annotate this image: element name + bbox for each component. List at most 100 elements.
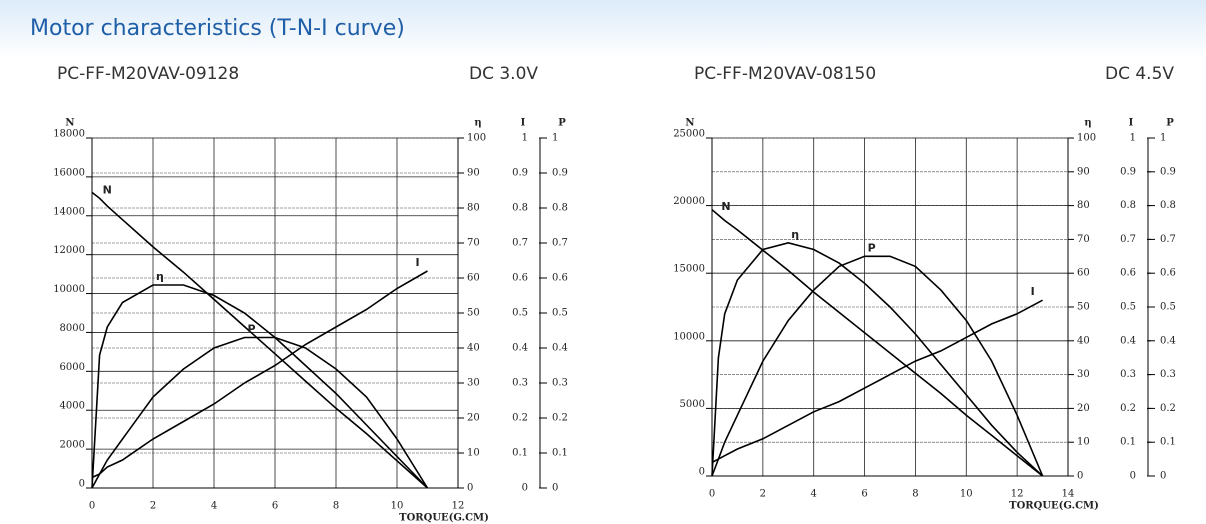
- y-tick-label: 12000: [53, 245, 85, 256]
- y-tick-label: 4000: [60, 401, 85, 412]
- y2-tick-label: 50: [1077, 302, 1090, 313]
- y3-tick-label: 0.4: [512, 343, 528, 354]
- x-tick-label: 6: [861, 489, 867, 500]
- y3-tick-label: 0: [1130, 471, 1136, 482]
- x-tick-label: 4: [811, 489, 817, 500]
- y3-axis-title: I: [1129, 118, 1134, 129]
- y4-tick-label: 0.2: [1160, 403, 1176, 414]
- y4-tick-label: 0.1: [552, 448, 568, 459]
- x-tick-label: 2: [150, 501, 156, 512]
- x-axis-title: TORQUE(G.CM): [399, 513, 489, 524]
- x-tick-label: 10: [391, 501, 404, 512]
- x-tick-label: 0: [709, 489, 715, 500]
- y3-tick-label: 0.9: [1120, 166, 1136, 177]
- y3-tick-label: 0.1: [1120, 437, 1136, 448]
- y-tick-label: 20000: [673, 196, 705, 207]
- y4-tick-label: 0.7: [1160, 234, 1176, 245]
- x-tick-label: 12: [1011, 489, 1024, 500]
- y-axis-title: N: [685, 118, 694, 129]
- x-tick-label: 8: [333, 501, 339, 512]
- y4-tick-label: 0.8: [1160, 200, 1176, 211]
- x-tick-label: 8: [912, 489, 918, 500]
- x-tick-label: 14: [1062, 489, 1075, 500]
- y-tick-label: 25000: [673, 129, 705, 140]
- y3-tick-label: 0.2: [1120, 403, 1136, 414]
- curve-label: N: [103, 183, 112, 196]
- y2-tick-label: 60: [467, 273, 480, 284]
- x-tick-label: 12: [452, 501, 465, 512]
- y4-tick-label: 1: [552, 133, 558, 144]
- y3-tick-label: 0.5: [512, 308, 528, 319]
- y3-tick-label: 0.6: [512, 273, 528, 284]
- y2-tick-label: 10: [467, 448, 480, 459]
- y4-tick-label: 0.2: [552, 413, 568, 424]
- y3-tick-label: 1: [1130, 133, 1136, 144]
- y4-tick-label: 0.9: [552, 168, 568, 179]
- model-name: PC-FF-M20VAV-08150: [694, 64, 877, 84]
- y3-tick-label: 0.8: [1120, 200, 1136, 211]
- y2-tick-label: 80: [1077, 200, 1090, 211]
- curve: [91, 191, 429, 489]
- y-tick-label: 5000: [680, 399, 705, 410]
- x-axis-title: TORQUE(G.CM): [1009, 501, 1099, 512]
- y-tick-label: 18000: [53, 129, 85, 140]
- y2-tick-label: 40: [467, 343, 480, 354]
- x-tick-label: 2: [760, 489, 766, 500]
- y4-tick-label: 0.5: [552, 308, 568, 319]
- y2-tick-label: 60: [1077, 268, 1090, 279]
- curve-label: P: [868, 241, 876, 254]
- y2-tick-label: 100: [1077, 133, 1096, 144]
- y-tick-label: 16000: [53, 167, 85, 178]
- y4-tick-label: 0.8: [552, 203, 568, 214]
- y4-tick-label: 0.7: [552, 238, 568, 249]
- curve-label: η: [791, 228, 799, 241]
- curve-label: N: [721, 200, 730, 213]
- y2-tick-label: 0: [1077, 471, 1083, 482]
- y4-tick-label: 0.6: [552, 273, 568, 284]
- y-tick-label: 15000: [673, 264, 705, 275]
- curve: [711, 299, 1043, 464]
- y3-tick-label: 0.8: [512, 203, 528, 214]
- x-tick-label: 6: [272, 501, 278, 512]
- y2-tick-label: 10: [1077, 437, 1090, 448]
- y2-axis-title: η: [1084, 118, 1091, 129]
- y3-tick-label: 0.7: [512, 238, 528, 249]
- y3-tick-label: 0.3: [1120, 369, 1136, 380]
- y4-tick-label: 0.6: [1160, 268, 1176, 279]
- y3-tick-label: 0.5: [1120, 302, 1136, 313]
- y4-tick-label: 0: [1160, 471, 1166, 482]
- y4-tick-label: 0.9: [1160, 166, 1176, 177]
- y4-tick-label: 0.1: [1160, 437, 1176, 448]
- y2-axis-title: η: [474, 118, 481, 129]
- y2-tick-label: 90: [467, 168, 480, 179]
- curve-label: I: [1031, 285, 1035, 298]
- curve-label: P: [248, 323, 256, 336]
- y4-tick-label: 0.4: [1160, 335, 1176, 346]
- y2-tick-label: 80: [467, 203, 480, 214]
- x-tick-label: 0: [89, 501, 95, 512]
- y2-tick-label: 0: [467, 483, 473, 494]
- y3-tick-label: 0.9: [512, 168, 528, 179]
- y2-tick-label: 90: [1077, 166, 1090, 177]
- y-tick-label: 10000: [673, 331, 705, 342]
- curve: [711, 241, 1044, 477]
- curve: [91, 336, 429, 489]
- y2-tick-label: 30: [467, 378, 480, 389]
- y3-tick-label: 0.4: [1120, 335, 1136, 346]
- y2-tick-label: 20: [467, 413, 480, 424]
- voltage: DC 4.5V: [1105, 64, 1175, 84]
- y-tick-label: 10000: [53, 284, 85, 295]
- y3-tick-label: 0.3: [512, 378, 528, 389]
- y4-tick-label: 0.3: [1160, 369, 1176, 380]
- y-tick-label: 8000: [60, 323, 85, 334]
- model-name: PC-FF-M20VAV-09128: [57, 64, 240, 84]
- y-tick-label: 14000: [53, 206, 85, 217]
- y4-tick-label: 0.3: [552, 378, 568, 389]
- voltage: DC 3.0V: [469, 64, 539, 84]
- y4-tick-label: 0.4: [552, 343, 568, 354]
- x-tick-label: 10: [960, 489, 973, 500]
- y-tick-label: 0: [79, 479, 85, 490]
- y-tick-label: 2000: [60, 440, 85, 451]
- y3-tick-label: 0: [522, 483, 528, 494]
